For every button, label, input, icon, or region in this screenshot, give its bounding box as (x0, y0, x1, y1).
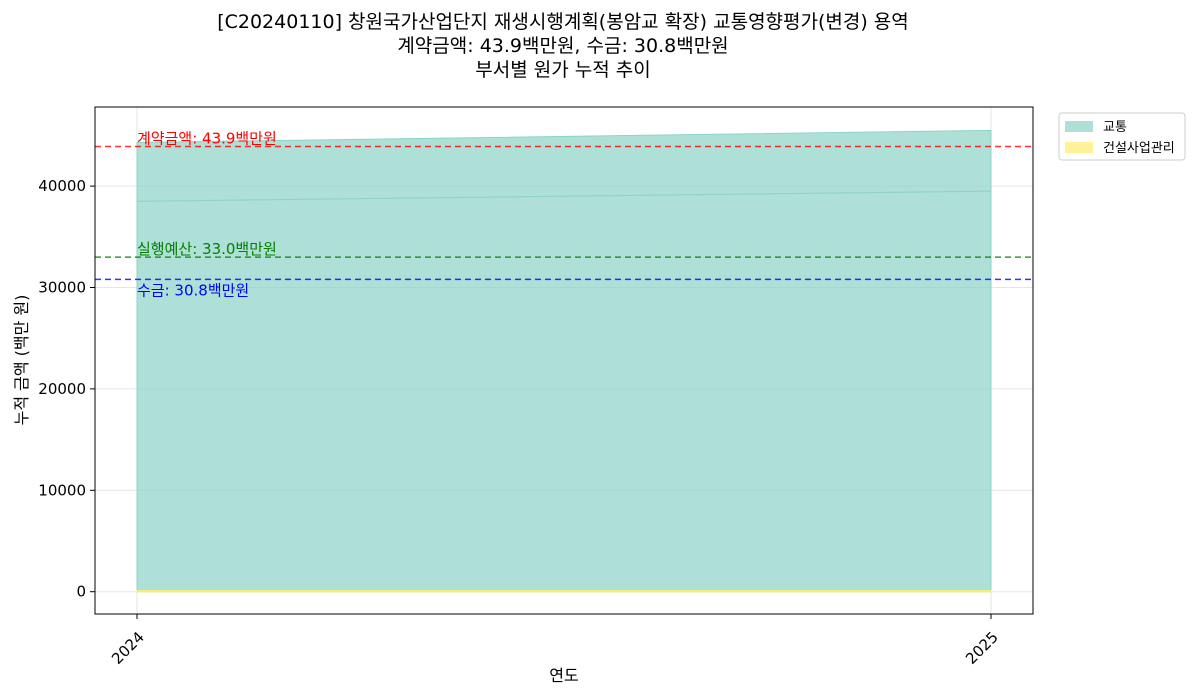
chart-title-line-1: [C20240110] 창원국가산업단지 재생시행계획(봉암교 확장) 교통영향… (217, 11, 909, 33)
legend-label: 건설사업관리 (1103, 141, 1175, 156)
reference-line-label: 수금: 30.8백만원 (137, 281, 249, 299)
x-tick-label: 2024 (108, 628, 148, 668)
y-tick-label: 0 (76, 583, 86, 601)
y-axis-label: 누적 금액 (백만 원) (12, 295, 31, 426)
area-inner-line (136, 190, 992, 202)
legend-swatch (1065, 142, 1093, 153)
reference-line-label: 계약금액: 43.9백만원 (137, 130, 277, 148)
chart-title-line-2: 계약금액: 43.9백만원, 수금: 30.8백만원 (397, 35, 729, 57)
y-tick-label: 40000 (38, 177, 86, 195)
y-tick-label: 30000 (38, 278, 86, 296)
y-tick-label: 10000 (38, 481, 86, 499)
reference-line-label: 실행예산: 33.0백만원 (137, 240, 277, 258)
chart-title-line-3: 부서별 원가 누적 추이 (475, 59, 651, 81)
chart-title: [C20240110] 창원국가산업단지 재생시행계획(봉암교 확장) 교통영향… (0, 10, 1126, 82)
legend-label: 교통 (1103, 120, 1127, 135)
x-tick-label: 2025 (962, 628, 1002, 668)
y-tick-label: 20000 (38, 380, 86, 398)
x-axis-label: 연도 (549, 666, 578, 685)
plot-frame (94, 106, 1034, 615)
area-series-1 (136, 590, 992, 593)
legend-swatch (1065, 121, 1093, 132)
